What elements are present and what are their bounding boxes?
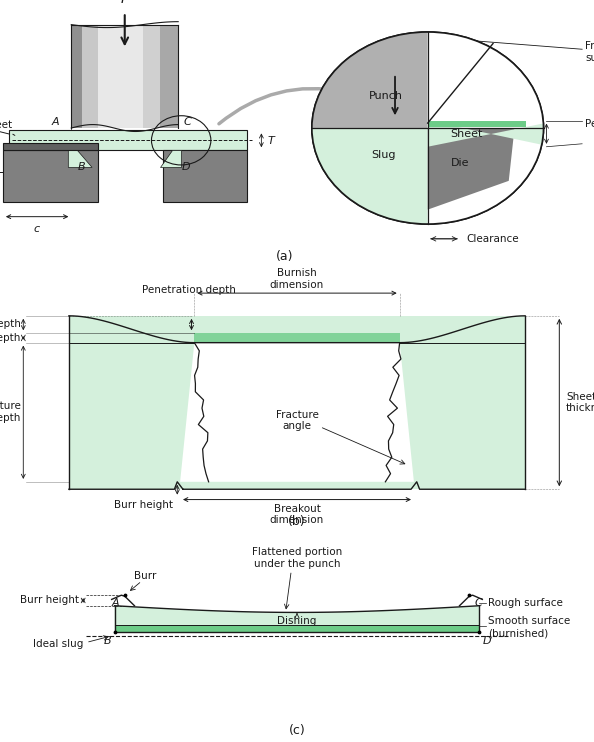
Text: Fracture
surface: Fracture surface [585,41,594,62]
Text: Flattened portion
under the punch: Flattened portion under the punch [252,548,342,569]
Text: Rollover depth: Rollover depth [0,320,20,329]
Polygon shape [3,142,98,150]
Text: Burr height: Burr height [113,499,172,510]
Text: $C$: $C$ [474,596,484,608]
Text: Penetration: Penetration [585,119,594,128]
Bar [143,24,160,128]
Text: Clearance: Clearance [466,234,519,244]
Wedge shape [312,128,428,224]
Polygon shape [160,150,181,168]
Text: $T$: $T$ [267,134,277,146]
Wedge shape [428,32,544,128]
Polygon shape [194,333,400,343]
Text: Burnish depth: Burnish depth [0,333,20,343]
FancyBboxPatch shape [3,150,98,202]
Text: Die: Die [451,159,470,168]
Text: Punch: Punch [369,91,403,101]
Text: $A$: $A$ [51,114,61,127]
Polygon shape [115,625,479,632]
Polygon shape [9,131,247,150]
Text: Sheet: Sheet [0,120,15,135]
Text: (c): (c) [289,724,305,738]
Text: Smooth surface
(burnished): Smooth surface (burnished) [488,617,570,638]
Text: Fracture
depth: Fracture depth [0,401,20,423]
Text: Sheet: Sheet [450,129,482,139]
Text: Breakout
dimension: Breakout dimension [270,504,324,525]
Polygon shape [69,316,525,489]
Text: $c$: $c$ [33,224,41,234]
Polygon shape [428,121,526,127]
Bar [160,24,178,128]
Text: Burnish
dimension: Burnish dimension [270,268,324,290]
Polygon shape [428,121,544,147]
Text: (b): (b) [288,516,306,528]
Text: Burr height: Burr height [20,596,78,605]
Text: $B$: $B$ [77,160,86,172]
Text: Rough surface: Rough surface [488,598,563,608]
Polygon shape [68,150,92,168]
Text: $A$: $A$ [111,596,120,608]
Text: Dishing: Dishing [277,617,317,626]
Text: Penetration depth: Penetration depth [142,285,236,295]
Text: Fracture
angle: Fracture angle [276,410,318,431]
Text: $F$: $F$ [119,0,130,6]
Bar [82,24,98,128]
Bar [98,24,143,128]
Text: $D$: $D$ [482,634,492,646]
Text: Burr: Burr [134,571,156,581]
Text: (a): (a) [276,251,294,263]
Polygon shape [115,605,479,632]
Wedge shape [428,128,544,224]
Circle shape [312,32,544,224]
Polygon shape [180,343,414,482]
Text: Slug: Slug [371,150,396,160]
FancyBboxPatch shape [163,150,247,202]
Polygon shape [428,128,514,210]
Text: Sheet
thickness: Sheet thickness [566,392,594,413]
Text: $D$: $D$ [181,160,191,172]
Text: $B$: $B$ [103,634,112,646]
Text: Ideal slug: Ideal slug [33,639,83,649]
Text: $C$: $C$ [183,114,192,127]
Wedge shape [312,32,428,128]
Bar [71,24,82,128]
